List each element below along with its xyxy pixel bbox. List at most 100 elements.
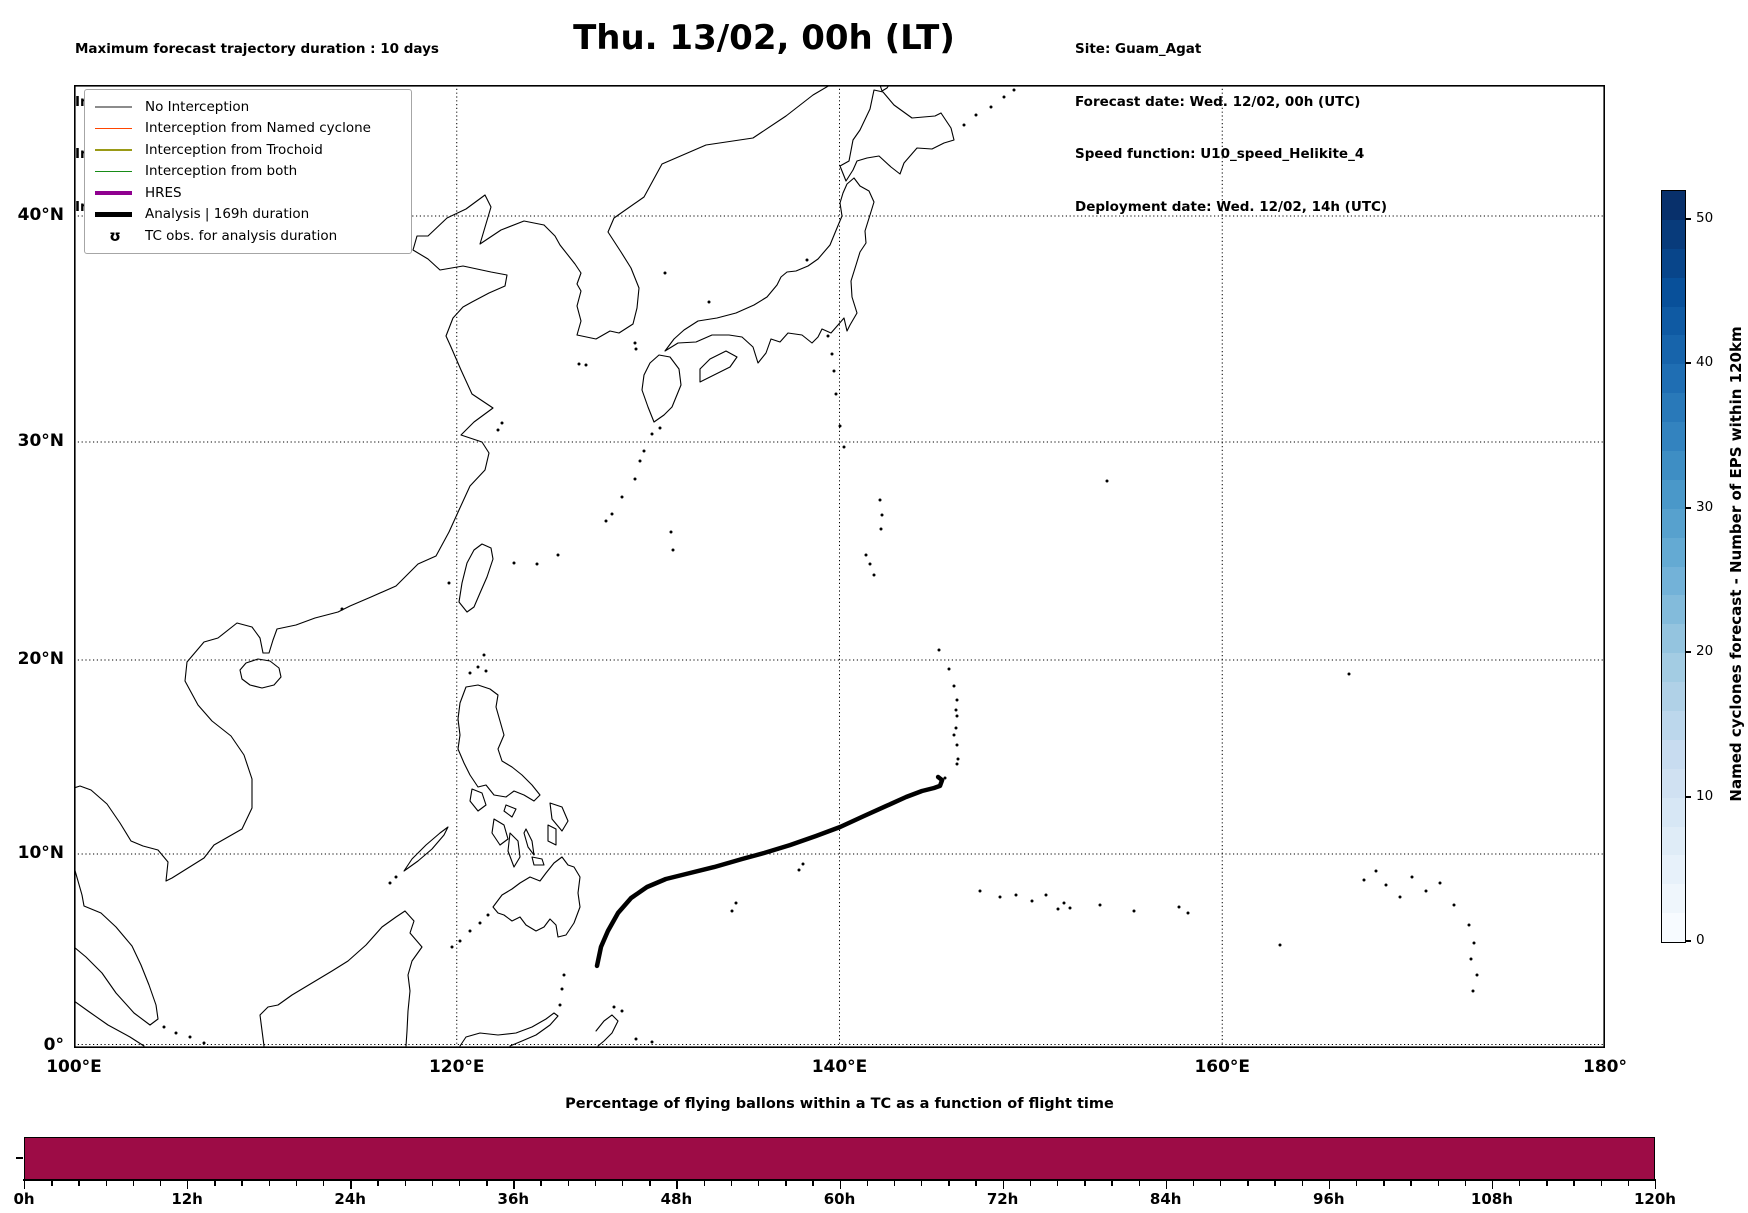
colorbar-tick xyxy=(1685,651,1691,654)
xtick-label: 180° xyxy=(1583,1057,1627,1077)
coast-shikoku xyxy=(699,350,738,383)
bottom-major-tick xyxy=(24,1181,26,1189)
coast-cebu xyxy=(523,828,535,856)
bottom-chart-title: Percentage of flying ballons within a TC… xyxy=(565,1096,1114,1112)
bottom-minor-tick xyxy=(1464,1181,1467,1186)
bottom-minor-tick xyxy=(812,1181,814,1186)
island-dot xyxy=(388,881,392,885)
bottom-major-tick xyxy=(513,1181,515,1189)
island-dot xyxy=(447,581,451,585)
speed-function-text: Speed function: U10_speed_Helikite_4 xyxy=(1075,146,1365,162)
coast-bohol xyxy=(531,856,545,866)
island-dot xyxy=(633,477,637,481)
island-dot xyxy=(638,459,642,463)
island-dot xyxy=(610,512,614,516)
island-dot xyxy=(468,929,472,933)
island-dot xyxy=(954,708,958,712)
colorbar-step xyxy=(1662,595,1685,625)
bottom-minor-tick xyxy=(323,1181,325,1186)
bottom-tick-label: 84h xyxy=(1149,1190,1182,1208)
island-dot xyxy=(486,913,490,917)
ytick-label: 10°N xyxy=(17,843,64,863)
coast-mindoro xyxy=(469,788,487,812)
bottom-minor-tick xyxy=(785,1181,787,1186)
bottom-minor-tick xyxy=(1247,1181,1249,1186)
island-dot xyxy=(1475,973,1479,977)
island-dot xyxy=(955,698,959,702)
island-dot xyxy=(1030,899,1034,903)
bottom-minor-tick xyxy=(594,1181,597,1186)
island-dot xyxy=(1384,883,1388,887)
island-dot xyxy=(952,733,956,737)
island-dot xyxy=(484,669,488,673)
island-dot xyxy=(943,776,947,780)
island-dot xyxy=(633,341,637,345)
bottom-major-tick xyxy=(1328,1181,1331,1189)
island-dot xyxy=(512,561,516,565)
island-dot xyxy=(962,123,966,127)
island-dot xyxy=(1452,903,1456,907)
colorbar-step xyxy=(1662,682,1685,712)
colorbar-tick xyxy=(1685,795,1691,798)
island-dot xyxy=(394,875,398,879)
coast-korea-russia xyxy=(543,85,831,340)
island-dot xyxy=(954,726,958,730)
bottom-minor-tick xyxy=(159,1181,162,1186)
bottom-minor-tick xyxy=(78,1181,80,1186)
bottom-tick-label: 72h xyxy=(986,1190,1019,1208)
island-dot xyxy=(577,362,581,366)
island-dot xyxy=(707,300,711,304)
bottom-minor-tick xyxy=(458,1181,461,1186)
legend-line-swatch xyxy=(95,190,132,195)
legend-line-swatch xyxy=(95,212,132,217)
bottom-tick-label: 24h xyxy=(334,1190,366,1208)
island-dot xyxy=(1467,923,1471,927)
island-dot xyxy=(663,271,667,275)
bottom-chart-ytick xyxy=(16,1157,23,1159)
colorbar-step xyxy=(1662,653,1685,683)
colorbar-step xyxy=(1662,451,1685,480)
bottom-minor-tick xyxy=(893,1181,896,1186)
legend-item-label: TC obs. for analysis duration xyxy=(145,227,338,244)
island-dot xyxy=(458,939,462,943)
island-dot xyxy=(202,1041,206,1045)
colorbar-tick-label: 30 xyxy=(1696,498,1714,515)
island-dot xyxy=(834,392,838,396)
coast-samar xyxy=(549,802,569,832)
island-dot xyxy=(1012,88,1016,92)
colorbar-step xyxy=(1662,364,1685,394)
legend-item: ʊ TC obs. for analysis duration xyxy=(95,225,401,247)
island-dot xyxy=(188,1035,192,1039)
bottom-minor-tick xyxy=(1056,1181,1059,1186)
legend-item: Interception from Named cyclone xyxy=(95,118,401,140)
colorbar-step xyxy=(1662,711,1685,740)
island-dot xyxy=(830,352,834,356)
island-dot xyxy=(558,1003,562,1007)
bottom-minor-tick xyxy=(241,1181,243,1186)
bottom-minor-tick xyxy=(757,1181,760,1186)
island-dot xyxy=(1105,479,1109,483)
bottom-minor-tick xyxy=(866,1181,869,1186)
colorbar-step xyxy=(1662,248,1685,278)
island-dot xyxy=(562,973,566,977)
bottom-minor-tick xyxy=(1084,1181,1086,1186)
bottom-major-tick xyxy=(187,1181,189,1189)
island-dot xyxy=(671,548,675,552)
coast-hokkaido xyxy=(839,89,955,182)
island-dot xyxy=(1398,895,1402,899)
colorbar-label: Named cyclones forecast - Number of EPS … xyxy=(1727,326,1745,802)
island-dot xyxy=(1177,905,1181,909)
legend-item: Analysis | 169h duration xyxy=(95,204,401,226)
legend-line-swatch xyxy=(95,127,132,129)
ytick-label: 30°N xyxy=(17,431,64,451)
legend-item-label: Interception from Named cyclone xyxy=(145,120,371,137)
island-dot xyxy=(1347,672,1351,676)
island-dot xyxy=(1056,907,1060,911)
island-dot xyxy=(556,553,560,557)
island-dot xyxy=(797,868,801,872)
island-dot xyxy=(1002,95,1006,99)
island-dot xyxy=(878,498,882,502)
ytick-label: 20°N xyxy=(17,649,64,669)
island-dot xyxy=(952,684,956,688)
bottom-minor-tick xyxy=(1220,1181,1222,1186)
